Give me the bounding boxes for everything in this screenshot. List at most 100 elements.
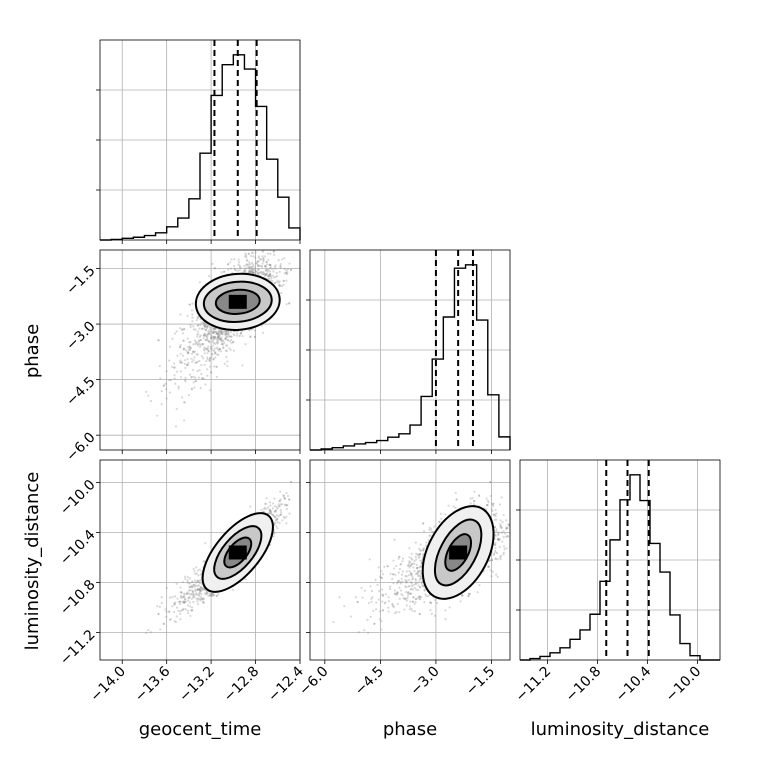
sample-point [408,605,412,608]
sample-point [249,335,252,338]
sample-point [274,267,277,270]
sample-point [168,610,171,613]
sample-point [253,329,257,332]
sample-point [407,585,410,588]
sample-point [200,372,203,376]
sample-point [427,539,430,542]
sample-point [193,339,197,342]
sample-point [273,515,277,519]
sample-point [220,331,223,334]
sample-point [168,596,172,599]
sample-point [282,279,285,283]
sample-point [249,505,252,508]
sample-point [184,598,187,601]
sample-point [265,507,268,511]
sample-point [414,600,417,604]
sample-point [201,600,204,603]
sample-point [179,327,182,330]
sample-point [259,258,262,261]
sample-point [211,592,214,595]
sample-point [225,355,228,359]
sample-point [279,265,282,268]
sample-point [171,605,174,608]
sample-point [266,274,270,278]
sample-point [173,366,176,369]
sample-point [204,325,207,328]
sample-point [222,339,225,342]
sample-point [175,330,178,333]
sample-point [199,573,203,576]
sample-point [496,538,499,541]
sample-point [179,618,182,621]
sample-point [205,334,208,337]
sample-point [216,333,220,336]
sample-point [239,331,242,335]
sample-point [254,270,257,273]
sample-point [209,594,212,597]
sample-point [203,346,206,349]
sample-point [203,363,206,366]
sample-point [407,562,411,565]
sample-point [268,509,271,512]
sample-point [198,581,201,584]
sample-point [258,264,262,267]
sample-point [377,566,380,569]
sample-point [192,325,195,328]
sample-point [199,344,202,347]
sample-point [189,325,192,329]
sample-point [197,333,200,336]
sample-point [278,284,281,287]
sample-point [171,365,174,369]
sample-point [248,265,251,269]
sample-point [237,261,241,264]
sample-point [190,388,194,391]
sample-point [219,350,223,353]
sample-point [411,609,414,612]
sample-point [280,510,283,514]
sample-point [241,364,244,367]
sample-point [261,255,264,258]
sample-point [183,401,186,404]
sample-point [183,378,187,382]
sample-point [212,593,215,597]
sample-point [237,263,240,266]
panel-geocent_time-vs-luminosity_distance [99,459,301,661]
sample-point [190,376,193,379]
sample-point [210,594,213,597]
sample-point [189,588,192,592]
sample-point [188,303,191,306]
sample-point [250,267,253,270]
sample-point [263,273,266,276]
sample-point [223,332,226,335]
sample-point [207,340,211,343]
sample-point [216,353,219,356]
sample-point [206,333,209,336]
sample-point [271,268,274,271]
sample-point [272,270,275,273]
sample-point [187,394,191,397]
sample-point [180,609,184,612]
xtick-label-geocent_time-2: −13.2 [176,664,218,706]
sample-point [264,273,268,276]
sample-point [495,528,498,531]
sample-point [264,264,267,268]
sample-point [179,370,182,373]
sample-point [273,265,276,268]
sample-point [263,242,265,244]
sample-point [244,578,247,581]
sample-point [165,610,168,613]
sample-point [255,262,259,265]
sample-point [252,271,255,274]
sample-point [267,512,270,515]
sample-point [268,263,271,266]
sample-point [199,595,202,598]
sample-point [203,322,207,325]
sample-point [203,324,206,327]
sample-point [269,273,272,277]
sample-point [204,593,208,596]
sample-point [192,350,195,353]
sample-point [193,350,196,353]
sample-point [183,347,186,350]
sample-point [191,320,194,323]
sample-point [264,265,267,268]
